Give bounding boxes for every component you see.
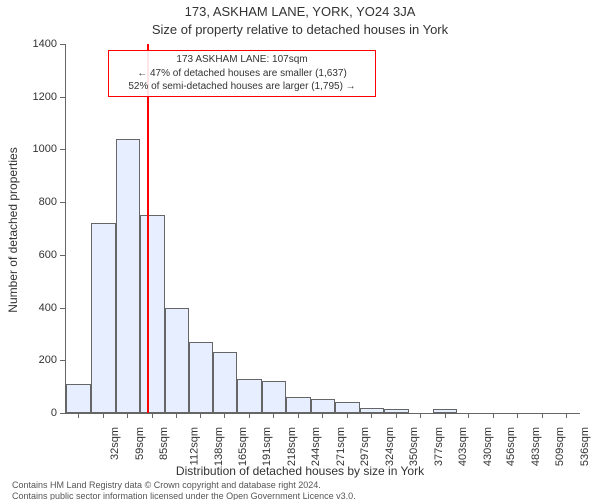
- x-tick-label: 112sqm: [188, 427, 200, 465]
- y-tick-mark: [60, 308, 65, 309]
- x-tick-label: 456sqm: [506, 427, 518, 466]
- y-tick-mark: [60, 202, 65, 203]
- y-tick-mark: [60, 255, 65, 256]
- x-tick-label: 430sqm: [482, 427, 494, 466]
- x-tick-mark: [420, 413, 421, 418]
- histogram-bar: [335, 402, 360, 413]
- x-tick-mark: [493, 413, 494, 418]
- y-tick-label: 600: [0, 249, 57, 261]
- y-tick-mark: [60, 360, 65, 361]
- x-tick-mark: [445, 413, 446, 418]
- x-tick-label: 165sqm: [238, 427, 250, 466]
- histogram-bar: [66, 384, 91, 413]
- x-tick-mark: [273, 413, 274, 418]
- x-tick-label: 297sqm: [359, 427, 371, 466]
- footer-copyright-2: Contains public sector information licen…: [12, 491, 356, 500]
- x-tick-mark: [347, 413, 348, 418]
- histogram-bar: [213, 352, 237, 413]
- bars-layer: [66, 44, 580, 413]
- y-tick-label: 200: [0, 354, 57, 366]
- y-tick-mark: [60, 44, 65, 45]
- histogram-bar: [165, 308, 189, 413]
- x-tick-mark: [176, 413, 177, 418]
- x-tick-mark: [322, 413, 323, 418]
- chart-title-description: Size of property relative to detached ho…: [0, 22, 600, 37]
- histogram-bar: [311, 399, 335, 413]
- y-tick-label: 800: [0, 196, 57, 208]
- x-tick-mark: [127, 413, 128, 418]
- property-annotation-box: 173 ASKHAM LANE: 107sqm ← 47% of detache…: [108, 50, 376, 97]
- x-tick-label: 536sqm: [579, 427, 591, 466]
- x-tick-label: 244sqm: [310, 427, 322, 466]
- x-tick-mark: [224, 413, 225, 418]
- x-tick-label: 483sqm: [530, 427, 542, 466]
- x-axis-label: Distribution of detached houses by size …: [0, 464, 600, 478]
- footer-copyright-1: Contains HM Land Registry data © Crown c…: [12, 480, 321, 490]
- annotation-line-3: 52% of semi-detached houses are larger (…: [113, 80, 371, 94]
- x-tick-mark: [103, 413, 104, 418]
- reference-line: [147, 44, 149, 413]
- y-tick-label: 400: [0, 302, 57, 314]
- histogram-bar: [116, 139, 140, 413]
- x-tick-label: 32sqm: [109, 427, 121, 460]
- x-tick-label: 218sqm: [286, 427, 298, 466]
- annotation-line-2: ← 47% of detached houses are smaller (1,…: [113, 67, 371, 81]
- x-tick-mark: [468, 413, 469, 418]
- x-tick-mark: [200, 413, 201, 418]
- x-tick-label: 350sqm: [408, 427, 420, 466]
- histogram-bar: [91, 223, 116, 413]
- y-tick-label: 1400: [0, 38, 57, 50]
- x-tick-label: 271sqm: [335, 427, 347, 466]
- x-tick-mark: [78, 413, 79, 418]
- y-tick-mark: [60, 413, 65, 414]
- x-tick-label: 191sqm: [261, 427, 273, 466]
- x-tick-mark: [371, 413, 372, 418]
- histogram-bar: [262, 381, 286, 413]
- histogram-bar: [286, 397, 311, 413]
- x-tick-label: 403sqm: [457, 427, 469, 466]
- y-tick-label: 0: [0, 407, 57, 419]
- x-tick-label: 59sqm: [134, 427, 146, 460]
- x-tick-mark: [152, 413, 153, 418]
- x-tick-mark: [298, 413, 299, 418]
- x-tick-label: 509sqm: [554, 427, 566, 466]
- chart-title-address: 173, ASKHAM LANE, YORK, YO24 3JA: [0, 4, 600, 19]
- y-tick-label: 1200: [0, 91, 57, 103]
- chart-container: 173, ASKHAM LANE, YORK, YO24 3JA Size of…: [0, 0, 600, 500]
- histogram-bar: [237, 379, 262, 413]
- annotation-line-1: 173 ASKHAM LANE: 107sqm: [113, 53, 371, 67]
- histogram-bar: [140, 215, 165, 413]
- x-tick-mark: [542, 413, 543, 418]
- x-tick-mark: [249, 413, 250, 418]
- histogram-bar: [360, 408, 384, 413]
- x-tick-mark: [566, 413, 567, 418]
- x-tick-label: 138sqm: [213, 427, 225, 466]
- x-tick-mark: [396, 413, 397, 418]
- y-axis-label: Number of detached properties: [6, 147, 20, 312]
- y-tick-label: 1000: [0, 143, 57, 155]
- x-tick-label: 324sqm: [384, 427, 396, 466]
- x-tick-label: 85sqm: [158, 427, 170, 460]
- y-tick-mark: [60, 97, 65, 98]
- x-tick-mark: [517, 413, 518, 418]
- x-tick-label: 377sqm: [433, 427, 445, 466]
- y-tick-mark: [60, 149, 65, 150]
- histogram-bar: [189, 342, 214, 413]
- plot-area: [65, 44, 580, 414]
